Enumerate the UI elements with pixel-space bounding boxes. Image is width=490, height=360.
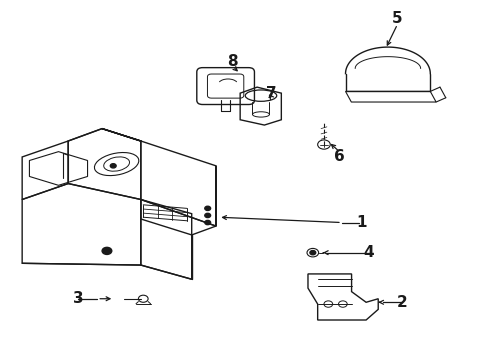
Text: 1: 1 [356, 215, 367, 230]
Text: 6: 6 [334, 149, 345, 165]
Text: 3: 3 [73, 291, 83, 306]
Circle shape [102, 247, 112, 255]
Circle shape [110, 164, 116, 168]
Text: 4: 4 [363, 245, 374, 260]
Text: 7: 7 [267, 86, 277, 101]
Circle shape [310, 251, 316, 255]
Text: 2: 2 [397, 295, 408, 310]
Text: 8: 8 [227, 54, 238, 69]
Circle shape [205, 220, 211, 225]
Circle shape [205, 206, 211, 211]
Text: 5: 5 [392, 11, 403, 26]
Circle shape [205, 213, 211, 217]
